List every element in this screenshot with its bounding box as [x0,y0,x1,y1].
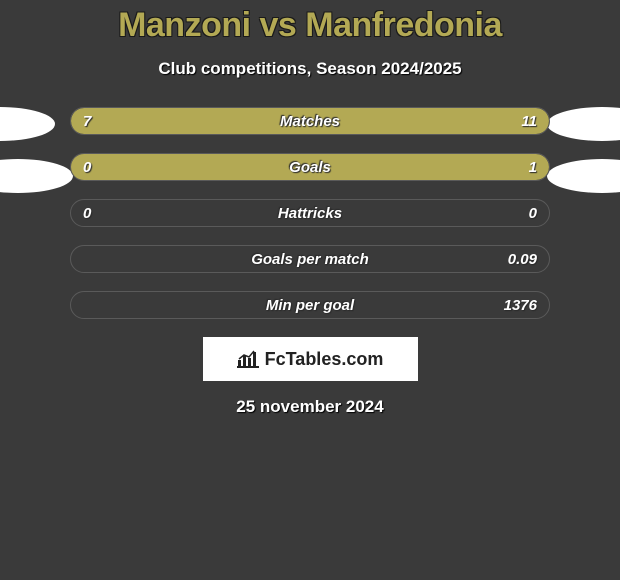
page-title: Manzoni vs Manfredonia [0,0,620,45]
stat-value-right: 11 [521,108,537,134]
avatars-left [0,107,73,193]
stat-label: Goals [71,154,549,180]
stat-value-right: 1 [529,154,537,180]
stat-label: Goals per match [71,246,549,272]
avatar [547,159,620,193]
stat-row: Min per goal1376 [70,291,550,319]
avatar [0,107,55,141]
stat-row: Goals0 1 [70,153,550,181]
stat-value-right: 1376 [504,292,537,318]
stat-value-left: 0 [83,200,91,226]
chart-icon [237,350,259,368]
stat-label: Hattricks [71,200,549,226]
avatars-right [547,107,620,193]
brand-text: FcTables.com [265,349,384,370]
brand-badge[interactable]: FcTables.com [203,337,418,381]
stats-panel: Matches711Goals01Hattricks00Goals per ma… [70,107,550,319]
avatar [547,107,620,141]
stat-row: Matches7 11 [70,107,550,135]
stat-value-left: 0 [83,154,91,180]
stat-value-right: 0.09 [508,246,537,272]
avatar [0,159,73,193]
date-label: 25 november 2024 [0,397,620,417]
stat-value-left: 7 [83,108,91,134]
subtitle: Club competitions, Season 2024/2025 [0,59,620,79]
stat-row: Goals per match0.09 [70,245,550,273]
stat-row: Hattricks0 0 [70,199,550,227]
stat-label: Matches [71,108,549,134]
stat-value-right: 0 [529,200,537,226]
stat-label: Min per goal [71,292,549,318]
